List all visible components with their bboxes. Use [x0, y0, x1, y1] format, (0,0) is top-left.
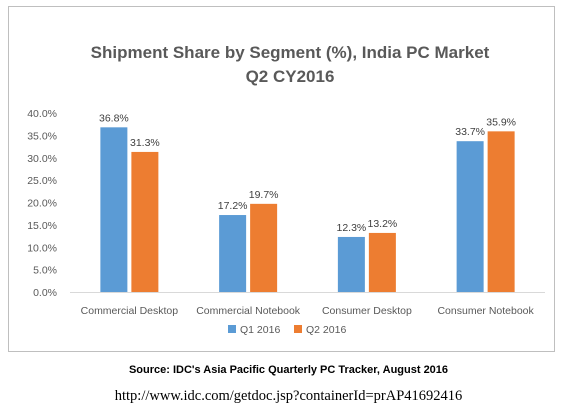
chart-title-line1: Shipment Share by Segment (%), India PC … — [91, 43, 490, 62]
x-category-label: Commercial Notebook — [196, 305, 301, 317]
bar-series2-2 — [250, 203, 278, 292]
y-tick-label: 15.0% — [27, 220, 57, 232]
y-tick-label: 35.0% — [27, 130, 57, 142]
y-tick-label: 20.0% — [27, 198, 57, 210]
data-label: 13.2% — [367, 218, 397, 230]
y-tick-label: 30.0% — [27, 153, 57, 165]
source-note: Source: IDC's Asia Pacific Quarterly PC … — [128, 364, 449, 376]
bar-series1-1 — [100, 127, 128, 292]
legend: Q1 2016 Q2 2016 — [228, 324, 346, 336]
bar-chart: Shipment Share by Segment (%), India PC … — [27, 43, 545, 336]
data-label: 33.7% — [455, 126, 485, 138]
y-tick-label: 40.0% — [27, 108, 57, 120]
bar-series1-3 — [337, 236, 365, 292]
bar-series1-2 — [219, 215, 247, 292]
bar-series2-4 — [487, 131, 515, 292]
bar-series2-3 — [368, 232, 396, 292]
legend-swatch — [294, 325, 302, 333]
x-axis: Commercial Desktop Commercial Notebook Con… — [70, 292, 545, 317]
x-category-label: Consumer Desktop — [322, 305, 412, 317]
data-label: 31.3% — [130, 137, 160, 149]
data-label: 12.3% — [336, 222, 366, 234]
legend-swatch — [228, 325, 236, 333]
legend-label: Q2 2016 — [306, 324, 346, 336]
y-tick-label: 0.0% — [33, 287, 57, 299]
x-category-label: Commercial Desktop — [81, 305, 179, 317]
legend-label: Q1 2016 — [240, 324, 280, 336]
bar-series1-4 — [456, 141, 484, 292]
bar-series2-1 — [131, 151, 159, 292]
y-tick-label: 5.0% — [33, 265, 57, 277]
data-label: 19.7% — [249, 189, 279, 201]
x-category-label: Consumer Notebook — [437, 305, 534, 317]
data-label: 36.8% — [99, 112, 129, 124]
source-url: http://www.idc.com/getdoc.jsp?containerI… — [114, 388, 463, 404]
y-tick-label: 10.0% — [27, 242, 57, 254]
chart-title-line2: Q2 CY2016 — [246, 67, 335, 86]
y-tick-label: 25.0% — [27, 175, 57, 187]
y-axis: 0.0% 5.0% 10.0% 15.0% 20.0% 25.0% 30.0% 35.0% 40… — [27, 108, 57, 299]
bars-group: 36.8% 31.3% 17.2%19.7% 12.3% 13.2% 33.7%35.9% — [99, 112, 516, 292]
data-label: 17.2% — [218, 200, 248, 212]
data-label: 35.9% — [486, 116, 516, 128]
